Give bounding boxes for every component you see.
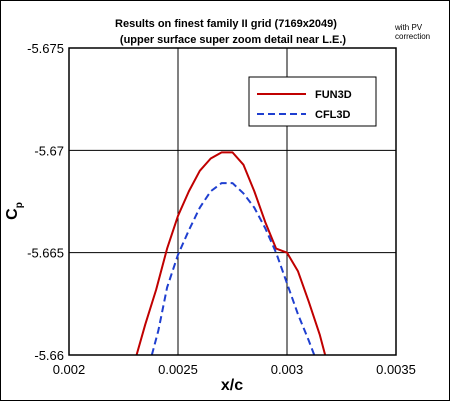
series-line-fun3d xyxy=(135,151,327,356)
legend-label-cfl3d: CFL3D xyxy=(315,109,351,121)
y-axis-label-main: C xyxy=(4,208,21,220)
x-axis-label: x/c xyxy=(221,377,243,394)
chart-subtitle: (upper surface super zoom detail near L.… xyxy=(120,34,346,46)
chart-title: Results on finest family II grid (7169x2… xyxy=(115,18,337,30)
correction-note-line-1: with PV xyxy=(394,23,423,32)
series-layer xyxy=(135,151,327,356)
y-tick-label-3: -5.66 xyxy=(34,348,64,363)
axis-ticks: 0.002 0.0025 0.003 0.0035 -5.675 -5.67 -5.665 -… xyxy=(27,41,416,377)
y-tick-label-2: -5.665 xyxy=(27,246,64,261)
x-tick-label-3: 0.0035 xyxy=(376,362,416,377)
y-tick-label-1: -5.67 xyxy=(34,143,64,158)
plot-border xyxy=(68,47,397,356)
correction-note-line-2: correction xyxy=(395,32,430,41)
x-tick-label-2: 0.003 xyxy=(271,362,304,377)
y-tick-label-0: -5.675 xyxy=(27,41,64,56)
y-axis-label: Cp xyxy=(4,202,25,220)
series-line-cfl3d xyxy=(150,182,316,356)
legend-label-fun3d: FUN3D xyxy=(315,89,352,101)
x-tick-label-1: 0.0025 xyxy=(158,362,198,377)
y-axis-label-subscript: p xyxy=(14,202,25,208)
legend-box xyxy=(248,76,377,127)
x-tick-label-0: 0.002 xyxy=(53,362,86,377)
svg-text:Cp: Cp xyxy=(4,202,25,220)
legend: FUN3D CFL3D xyxy=(248,76,377,127)
